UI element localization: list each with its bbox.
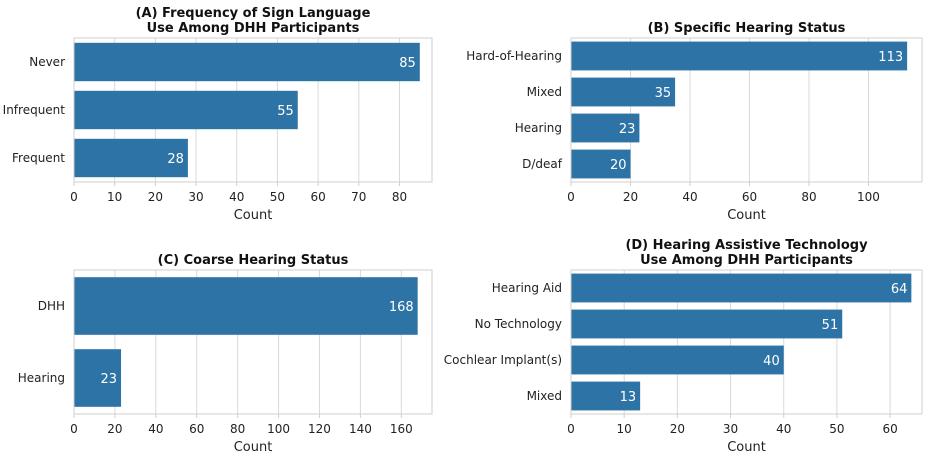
panel-d-category-label-2: Cochlear Implant(s) <box>444 353 562 367</box>
panel-d-bar-0 <box>571 273 912 303</box>
panel-a-data-label-2: 28 <box>167 152 184 167</box>
panel-a-frame <box>73 37 433 183</box>
panel-d-category-label-1: No Technology <box>475 317 562 331</box>
panel-d-data-label-3: 13 <box>620 390 637 405</box>
panel-a-bar-1 <box>74 90 298 130</box>
panel-b-x-axis-label: Count <box>727 208 766 223</box>
panel-a-x-tick-0: 0 <box>70 190 78 204</box>
panel-a-title-line-0: (A) Frequency of Sign Language <box>136 6 371 21</box>
panel-d-x-tick-1: 10 <box>617 422 632 436</box>
panel-d-bar-3 <box>571 381 641 411</box>
panel-b-category-label-3: D/deaf <box>522 157 563 171</box>
panel-a-bar-2 <box>74 138 188 178</box>
panel-b-x-tick-1: 20 <box>623 190 638 204</box>
panel-b-x-tick-3: 60 <box>742 190 757 204</box>
panel-b-x-tick-4: 80 <box>801 190 816 204</box>
panel-a-title-line-1: Use Among DHH Participants <box>147 21 360 36</box>
panel-a-x-tick-8: 80 <box>392 190 407 204</box>
panel-a-x-tick-5: 50 <box>270 190 285 204</box>
panel-c-frame <box>73 269 433 415</box>
panel-d-data-label-2: 40 <box>763 354 780 369</box>
panel-c-x-tick-2: 40 <box>148 422 163 436</box>
panel-b-data-label-1: 35 <box>655 86 672 101</box>
panel-a-x-tick-1: 10 <box>107 190 122 204</box>
panel-d-x-tick-0: 0 <box>567 422 575 436</box>
panel-c-x-tick-0: 0 <box>70 422 78 436</box>
panel-c-category-label-0: DHH <box>38 299 65 313</box>
panel-c-title-line-0: (C) Coarse Hearing Status <box>158 253 349 268</box>
panel-b: 0 20 40 60 80 100 Hard-of-Hearing 113 Mixed 35 Hea… <box>466 21 923 223</box>
panel-c: 0 20 40 60 80 100 120 140 160 DHH 168 Hearing 23 Coun… <box>18 253 433 455</box>
panel-d-bar-2 <box>571 345 784 375</box>
panel-c-x-tick-6: 120 <box>308 422 331 436</box>
panel-a-category-label-0: Never <box>29 55 65 69</box>
panel-b-frame <box>570 37 923 183</box>
panel-c-x-tick-4: 80 <box>230 422 245 436</box>
panel-a-category-label-1: Infrequent <box>3 103 66 117</box>
panel-d-title-line-0: (D) Hearing Assistive Technology <box>625 238 868 253</box>
panel-a-x-axis-label: Count <box>234 208 273 223</box>
panel-c-data-label-1: 23 <box>101 372 118 387</box>
panel-c-x-tick-7: 140 <box>349 422 372 436</box>
panel-d-frame <box>570 269 923 415</box>
panel-c-x-tick-5: 100 <box>267 422 290 436</box>
panel-d-data-label-1: 51 <box>822 318 839 333</box>
panel-b-title-line-0: (B) Specific Hearing Status <box>648 21 846 36</box>
panel-a-x-tick-6: 60 <box>310 190 325 204</box>
panel-c-x-tick-1: 20 <box>107 422 122 436</box>
panel-d: 0 10 20 30 40 50 60 Hearing Aid 64 No Technology 5… <box>444 238 923 455</box>
panel-b-data-label-3: 20 <box>610 158 627 173</box>
panel-a-x-tick-7: 70 <box>351 190 366 204</box>
panel-b-data-label-0: 113 <box>878 50 903 65</box>
panel-d-x-tick-3: 30 <box>723 422 738 436</box>
panel-c-category-label-1: Hearing <box>18 371 65 385</box>
panel-d-x-tick-2: 20 <box>670 422 685 436</box>
panel-b-x-tick-5: 100 <box>857 190 880 204</box>
panel-b-bar-1 <box>571 77 676 107</box>
panel-d-x-axis-label: Count <box>727 440 766 455</box>
panel-d-category-label-3: Mixed <box>527 389 562 403</box>
panel-c-bar-0 <box>74 277 418 335</box>
panel-b-category-label-2: Hearing <box>515 121 562 135</box>
panel-a-x-tick-2: 20 <box>148 190 163 204</box>
panel-d-data-label-0: 64 <box>891 282 908 297</box>
panel-d-title-line-1: Use Among DHH Participants <box>640 253 853 268</box>
panel-c-bar-1 <box>74 349 122 407</box>
panel-c-data-label-0: 168 <box>389 300 414 315</box>
panel-b-bar-2 <box>571 113 640 143</box>
panel-d-category-label-0: Hearing Aid <box>492 281 562 295</box>
panel-b-data-label-2: 23 <box>619 122 636 137</box>
panel-c-x-tick-8: 160 <box>390 422 413 436</box>
panel-a-data-label-0: 85 <box>399 56 416 71</box>
panel-a-x-tick-4: 40 <box>229 190 244 204</box>
panel-b-category-label-1: Mixed <box>527 85 562 99</box>
panel-b-bar-3 <box>571 149 631 179</box>
panel-b-category-label-0: Hard-of-Hearing <box>466 49 562 63</box>
panel-d-x-tick-4: 40 <box>776 422 791 436</box>
panel-d-x-tick-6: 60 <box>882 422 897 436</box>
panel-b-x-tick-0: 0 <box>567 190 575 204</box>
panel-c-x-tick-3: 60 <box>189 422 204 436</box>
panel-a: 0 10 20 30 40 50 60 70 80 Never 85 Infrequent 55 Freq… <box>3 6 433 223</box>
panel-c-x-axis-label: Count <box>234 440 273 455</box>
panel-b-x-tick-2: 40 <box>682 190 697 204</box>
panel-d-bar-1 <box>571 309 843 339</box>
panel-a-bar-0 <box>74 42 420 82</box>
panel-d-x-tick-5: 50 <box>829 422 844 436</box>
panel-a-category-label-2: Frequent <box>12 151 65 165</box>
panel-a-data-label-1: 55 <box>277 104 294 119</box>
panel-a-x-tick-3: 30 <box>188 190 203 204</box>
panel-b-bar-0 <box>571 41 908 71</box>
